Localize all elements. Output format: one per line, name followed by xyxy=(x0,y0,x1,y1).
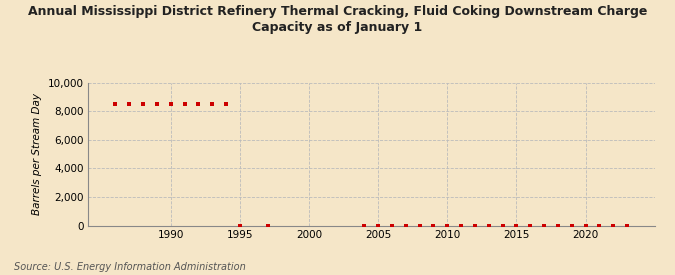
Point xyxy=(608,223,619,228)
Point xyxy=(262,223,273,228)
Point xyxy=(165,102,176,106)
Point xyxy=(470,223,481,228)
Point xyxy=(442,223,453,228)
Point xyxy=(622,223,632,228)
Point xyxy=(373,223,383,228)
Text: Annual Mississippi District Refinery Thermal Cracking, Fluid Coking Downstream C: Annual Mississippi District Refinery The… xyxy=(28,6,647,34)
Point xyxy=(193,102,204,106)
Point xyxy=(138,102,148,106)
Point xyxy=(497,223,508,228)
Y-axis label: Barrels per Stream Day: Barrels per Stream Day xyxy=(32,93,42,215)
Point xyxy=(525,223,536,228)
Point xyxy=(456,223,466,228)
Point xyxy=(400,223,411,228)
Point xyxy=(207,102,217,106)
Point xyxy=(428,223,439,228)
Point xyxy=(151,102,162,106)
Point xyxy=(359,223,370,228)
Point xyxy=(483,223,494,228)
Point xyxy=(594,223,605,228)
Point xyxy=(387,223,398,228)
Point xyxy=(110,102,121,106)
Point xyxy=(221,102,232,106)
Point xyxy=(566,223,577,228)
Point xyxy=(580,223,591,228)
Point xyxy=(179,102,190,106)
Text: Source: U.S. Energy Information Administration: Source: U.S. Energy Information Administ… xyxy=(14,262,245,272)
Point xyxy=(539,223,549,228)
Point xyxy=(234,223,245,228)
Point xyxy=(414,223,425,228)
Point xyxy=(553,223,564,228)
Point xyxy=(124,102,134,106)
Point xyxy=(511,223,522,228)
